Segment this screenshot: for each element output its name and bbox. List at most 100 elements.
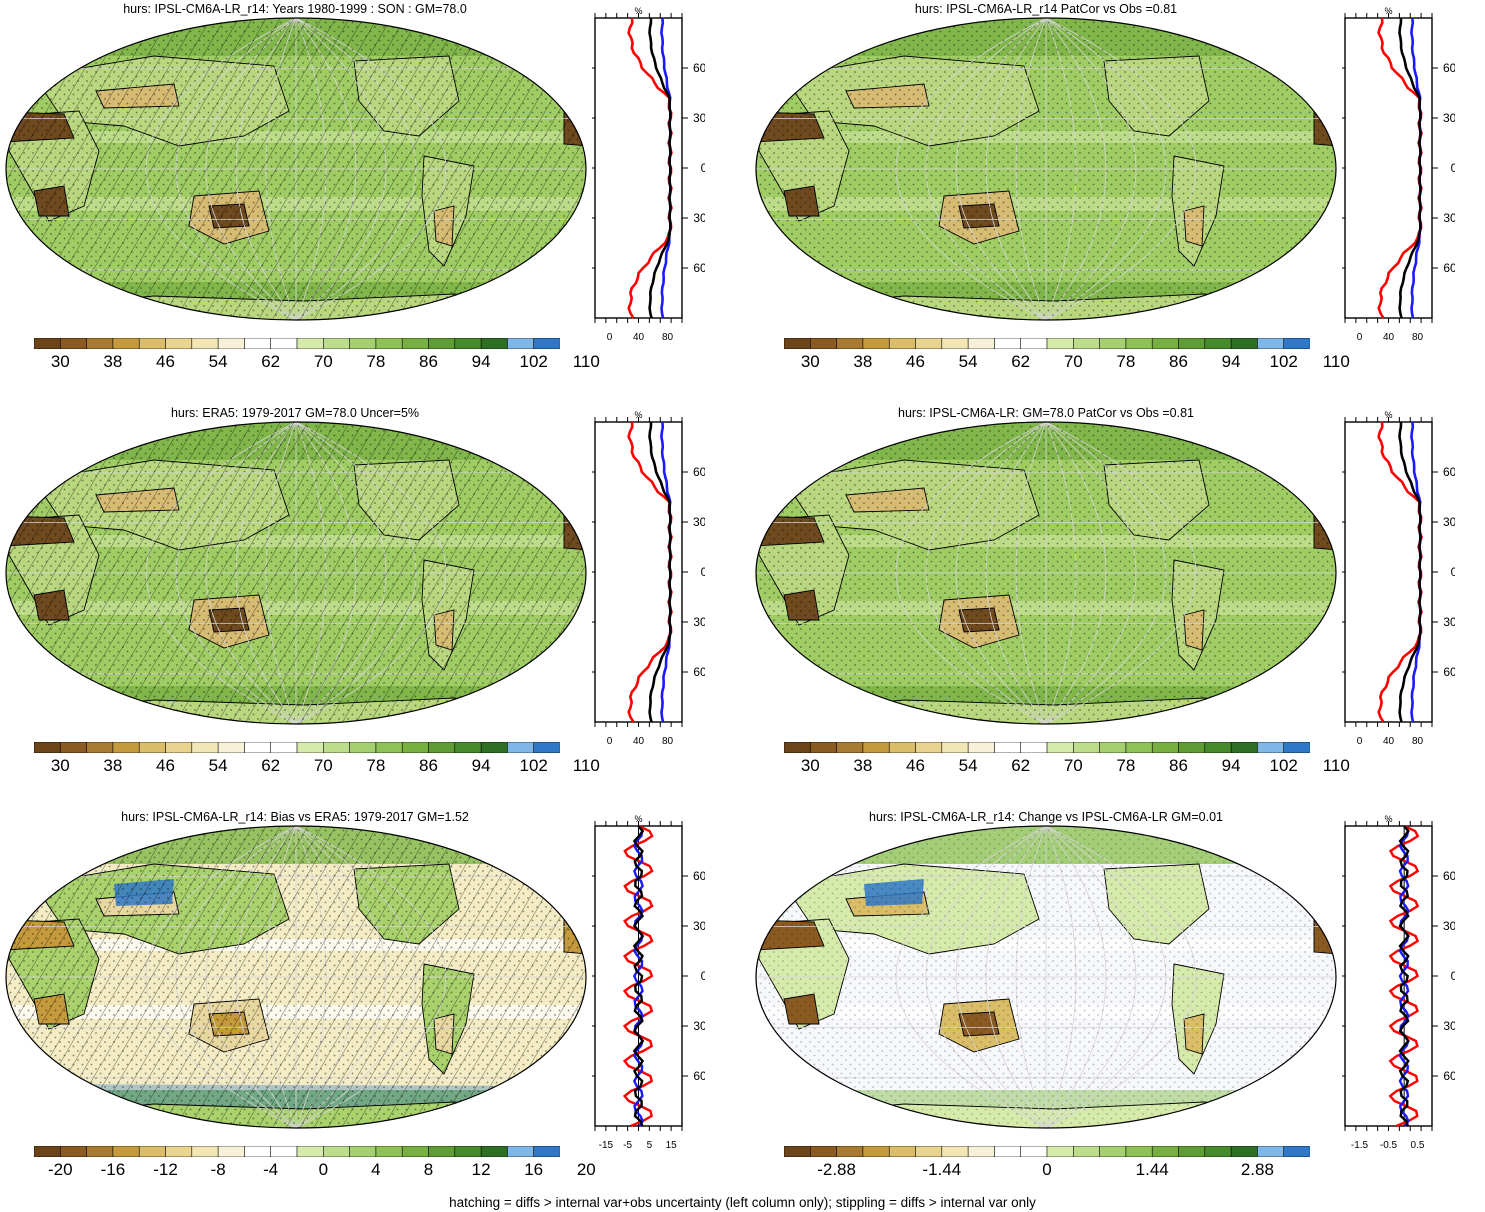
colorbar-box [836, 1146, 864, 1157]
lat-label: 60N [1443, 61, 1455, 75]
colorbar-tick-label: 94 [1221, 352, 1241, 371]
colorbar-tick-label: -1.44 [922, 1160, 962, 1179]
colorbar-box [86, 1146, 114, 1157]
colorbar-box [1178, 1146, 1206, 1157]
colorbar-box [1046, 338, 1074, 349]
lat-label: 30N [693, 111, 705, 125]
profile-tick-label: 0 [607, 736, 613, 747]
colorbar-tick-label: 1.44 [1135, 1160, 1169, 1179]
colorbar-box [1020, 338, 1048, 349]
colorbar-box [1125, 338, 1153, 349]
colorbar-box [809, 1146, 838, 1157]
figure-footnote: hatching = diffs > internal var+obs unce… [449, 1195, 1036, 1210]
colorbar-tick-label: 30 [800, 756, 820, 775]
colorbar-box [915, 1146, 943, 1157]
lat-label: 0 [1451, 969, 1455, 983]
colorbar-box [784, 338, 811, 349]
colorbar-box [454, 1146, 482, 1157]
colorbar-box [1046, 742, 1074, 753]
colorbar-box [401, 742, 430, 753]
colorbar-box [349, 338, 377, 349]
colorbar-box [244, 1146, 272, 1157]
profile-tick-label: 80 [662, 332, 674, 343]
colorbar-box [322, 1146, 351, 1157]
zonal-mean-profile: % 60N 30N 0 30S 60S 0 40 80 [1342, 410, 1455, 747]
colorbar-tick-label: 86 [419, 756, 438, 775]
colorbar-box [1204, 338, 1232, 349]
colorbar-box [1230, 742, 1258, 753]
lat-label: 30S [1443, 1019, 1455, 1033]
colorbar-box [428, 338, 456, 349]
colorbar-box [217, 338, 245, 349]
colorbar-labels: -20 -16 -12 -8 -4 0 4 8 12 16 20 [34, 1160, 596, 1182]
profile-tick-label: 80 [662, 736, 674, 747]
lat-label: 60S [693, 665, 705, 679]
colorbar-box [59, 1146, 88, 1157]
colorbar-box [217, 742, 245, 753]
lat-label: 30N [1443, 515, 1455, 529]
colorbar-box [322, 742, 351, 753]
lat-label: 0 [1451, 565, 1455, 579]
profile-tick-label: 0 [1357, 332, 1363, 343]
colorbar-box [1020, 1146, 1048, 1157]
colorbar-box [1151, 742, 1180, 753]
colorbar-box [888, 742, 916, 753]
colorbar-box [165, 742, 193, 753]
colorbar-tick-label: 46 [906, 756, 925, 775]
lat-label: 0 [701, 565, 705, 579]
colorbar-box [270, 338, 298, 349]
zonal-mean-profile: % 60N 30N 0 30S 60S 0 40 80 [592, 6, 705, 343]
colorbar-box [1204, 1146, 1232, 1157]
colorbar-box [941, 1146, 969, 1157]
panel-title: hurs: IPSL-CM6A-LR: GM=78.0 PatCor vs Ob… [898, 406, 1194, 420]
colorbar-tick-label: 38 [853, 756, 873, 775]
colorbar-tick-label: 8 [423, 1160, 434, 1179]
colorbar-box [507, 1146, 535, 1157]
colorbar-box [1151, 1146, 1180, 1157]
colorbar-box [1072, 742, 1101, 753]
colorbar-tick-label: 62 [261, 352, 281, 371]
colorbar-box [967, 338, 995, 349]
panel-title: hurs: ERA5: 1979-2017 GM=78.0 Uncer=5% [170, 406, 420, 420]
colorbar-tick-label: 102 [1269, 756, 1298, 775]
colorbar-tick-label: 30 [800, 352, 820, 371]
profile-tick-label: -0.5 [1380, 1140, 1398, 1151]
colorbar-box [165, 338, 193, 349]
colorbar-tick-label: 54 [958, 756, 978, 775]
colorbar-box [836, 338, 864, 349]
profile-unit: % [1384, 410, 1392, 420]
colorbar-box [296, 742, 324, 753]
colorbar-tick-label: 0 [1042, 1160, 1052, 1179]
colorbar-box [888, 338, 916, 349]
colorbar-box [862, 1146, 890, 1157]
colorbar-tick-label: 110 [572, 756, 600, 775]
lat-label: 60S [693, 1069, 705, 1083]
colorbar-tick-label: 70 [1063, 756, 1083, 775]
profile-tick-label: 40 [633, 332, 645, 343]
lat-label: 30N [693, 515, 705, 529]
colorbar-tick-label: 4 [371, 1160, 381, 1179]
lat-label: 0 [701, 969, 705, 983]
colorbar-tick-label: 94 [1221, 756, 1241, 775]
colorbar-box [191, 338, 219, 349]
colorbar-box [1020, 742, 1048, 753]
colorbar-tick-label: 70 [313, 756, 333, 775]
colorbar-tick-label: 78 [366, 352, 386, 371]
colorbar [784, 742, 1310, 753]
colorbar-box [1257, 338, 1285, 349]
colorbar-box [86, 742, 114, 753]
colorbar-tick-label: 20 [576, 1160, 596, 1179]
colorbar-tick-label: 86 [419, 352, 438, 371]
colorbar-box [296, 1146, 324, 1157]
colorbar-box [915, 742, 943, 753]
colorbar-box [375, 1146, 403, 1157]
colorbar-box [375, 338, 403, 349]
colorbar-box [862, 338, 890, 349]
panel-title: hurs: IPSL-CM6A-LR_r14: Years 1980-1999 … [123, 2, 467, 16]
colorbar-tick-label: 12 [471, 1160, 491, 1179]
profile-tick-label: 80 [1412, 736, 1424, 747]
colorbar-box [480, 1146, 508, 1157]
colorbar-tick-label: 0 [318, 1160, 329, 1179]
colorbar-box [533, 742, 560, 753]
colorbar-box [1230, 1146, 1258, 1157]
